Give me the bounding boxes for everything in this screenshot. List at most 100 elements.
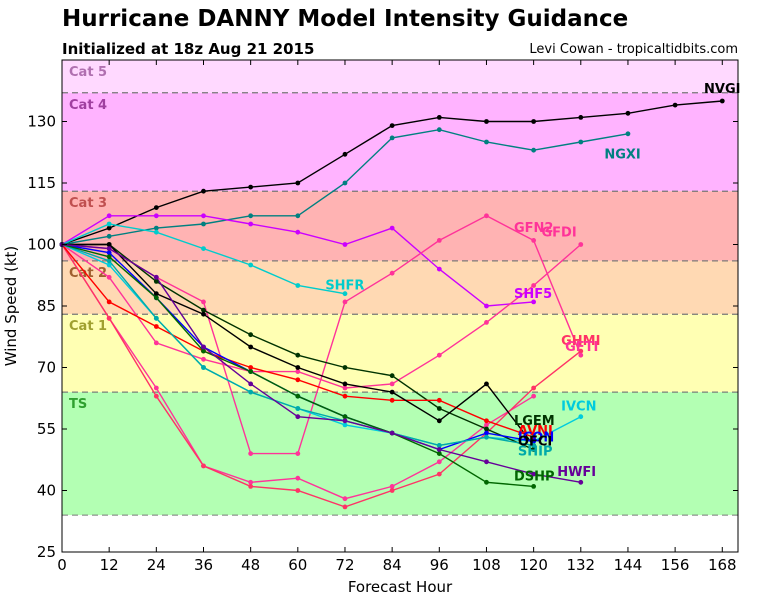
point-gfn2	[153, 385, 159, 391]
point-ofci	[295, 365, 301, 370]
x-tick-label: 0	[57, 556, 67, 574]
chart-subtitle: Initialized at 18z Aug 21 2015	[62, 40, 315, 58]
point-ghmi	[248, 484, 254, 489]
point-hwfi	[531, 471, 537, 477]
series-label-hwfi: HWFI	[557, 465, 596, 480]
point-ofci	[342, 381, 348, 387]
point-nvgi	[531, 119, 537, 124]
point-gfn2	[389, 484, 395, 489]
point-gfti	[531, 238, 537, 243]
point-hwfi	[106, 246, 112, 252]
point-gfdi	[342, 385, 348, 391]
point-gfdi	[436, 352, 442, 358]
point-icon	[106, 250, 112, 256]
y-tick-label: 100	[27, 236, 56, 254]
x-tick-label: 144	[614, 556, 643, 574]
point-gfti	[295, 451, 301, 456]
point-lgem	[436, 406, 442, 411]
point-nvgi	[389, 123, 395, 128]
point-dshp	[484, 479, 489, 485]
point-gfn2	[248, 479, 254, 485]
point-gfdi	[106, 274, 112, 280]
series-label-lgem: LGEM	[514, 414, 555, 429]
category-label-ts: TS	[69, 397, 87, 412]
category-bands	[62, 60, 738, 516]
series-label-avni: AVNI	[518, 424, 553, 439]
point-shf5	[531, 299, 537, 305]
point-ngxi	[484, 139, 489, 145]
x-tick-label: 24	[147, 556, 166, 574]
point-ship	[248, 389, 254, 395]
point-dshp	[436, 451, 442, 456]
point-ship	[153, 315, 159, 321]
series-label-icon: ICON	[518, 430, 554, 445]
x-axis-label: Forecast Hour	[348, 578, 453, 596]
point-lgem	[201, 307, 206, 313]
point-ship	[531, 443, 537, 448]
point-avni	[342, 393, 348, 399]
point-shfr	[201, 246, 206, 252]
point-ngxi	[201, 221, 206, 227]
point-ship	[106, 258, 112, 264]
band-cat-4	[62, 92, 738, 192]
point-ngxi	[248, 213, 254, 219]
point-ngxi	[389, 135, 395, 141]
point-ivcn	[578, 414, 584, 420]
point-shf5	[201, 213, 206, 219]
series-points	[59, 98, 725, 510]
point-gfti	[578, 352, 584, 358]
point-ofci	[248, 344, 254, 350]
series-label-gfti: GFTI	[565, 340, 598, 355]
point-avni	[484, 418, 489, 424]
point-gfdi	[201, 356, 206, 362]
point-hwfi	[342, 418, 348, 424]
point-ngxi	[342, 180, 348, 186]
series-label-dshp: DSHP	[514, 469, 555, 484]
point-avni	[248, 365, 254, 370]
category-label-cat-5: Cat 5	[69, 65, 107, 80]
point-gfti	[342, 299, 348, 305]
point-gfn2	[436, 459, 442, 465]
point-dshp	[153, 295, 159, 301]
point-nvgi	[436, 115, 442, 120]
point-shf5	[389, 225, 395, 231]
point-shf5	[295, 229, 301, 235]
point-hwfi	[436, 447, 442, 452]
point-avni	[153, 324, 159, 329]
point-gfdi	[531, 283, 537, 288]
point-icon	[531, 438, 537, 444]
point-dshp	[201, 348, 206, 354]
point-avni	[436, 397, 442, 403]
series-label-ofci: OFCI	[518, 434, 552, 449]
point-lgem	[248, 332, 254, 338]
point-avni	[106, 299, 112, 305]
point-shf5	[106, 213, 112, 219]
series-label-nvgi: NVGI	[704, 82, 740, 97]
series-label-ivcn: IVCN	[561, 400, 596, 415]
point-ivcn	[106, 262, 112, 268]
chart-credit: Levi Cowan - tropicaltidbits.com	[529, 42, 738, 57]
point-ofci	[153, 291, 159, 297]
point-shfr	[153, 229, 159, 235]
point-nvgi	[342, 151, 348, 157]
y-tick-label: 85	[37, 297, 56, 315]
point-lgem	[342, 365, 348, 370]
point-shf5	[153, 213, 159, 219]
point-nvgi	[625, 110, 631, 116]
axis-ticks: 0 12 24 36 48 60 72 84 96 108 120 132 144 156 168 25 40 5…	[27, 60, 738, 574]
point-avni	[295, 377, 301, 383]
x-tick-label: 36	[194, 556, 213, 574]
point-hwfi	[295, 414, 301, 420]
point-ivcn	[342, 422, 348, 428]
series-label-ngxi: NGXI	[604, 147, 640, 162]
point-nvgi	[153, 205, 159, 211]
point-shfr	[342, 291, 348, 297]
point-gfti	[201, 299, 206, 305]
point-ofci	[106, 242, 112, 247]
point-ghmi	[389, 488, 395, 493]
x-tick-label: 156	[661, 556, 690, 574]
point-hwfi	[578, 479, 584, 485]
point-ngxi	[436, 127, 442, 133]
series-label-gfn2: GFN2	[514, 221, 553, 236]
